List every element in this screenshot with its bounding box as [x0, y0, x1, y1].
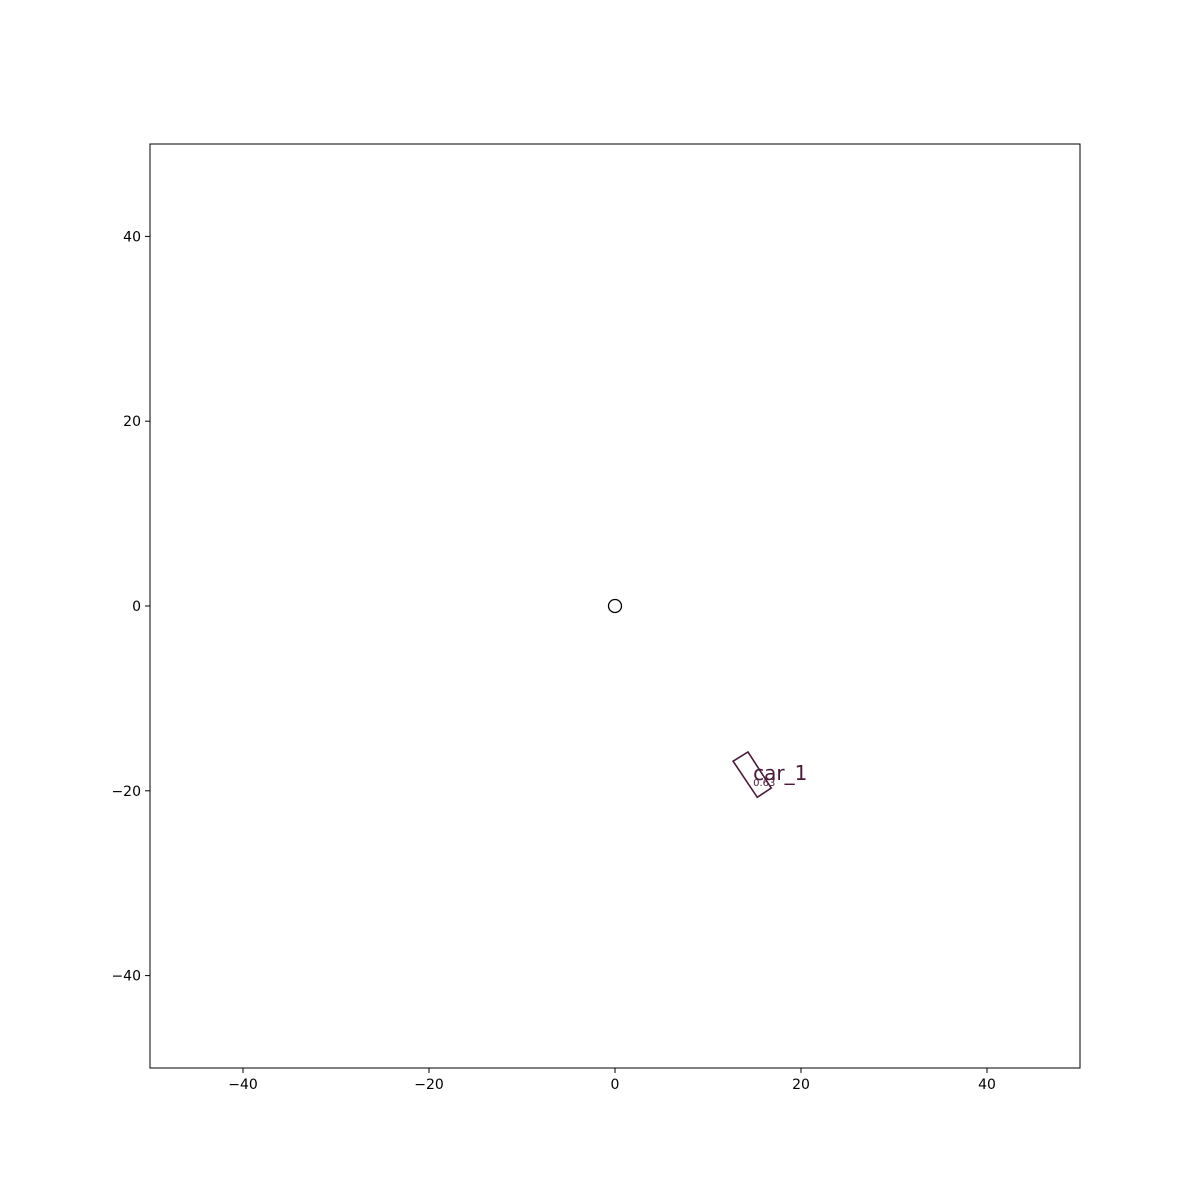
object-box — [731, 750, 773, 799]
object-label: car_1 — [753, 761, 807, 785]
y-axis: −40 20 0 −20 40 — [111, 229, 150, 985]
x-tick-label: −40 — [228, 1077, 258, 1093]
ego-marker — [607, 598, 623, 614]
object-score: 0.63 — [753, 778, 775, 789]
y-tick-label: −40 — [111, 969, 141, 985]
plot-frame — [149, 143, 1081, 1069]
y-tick-label: 20 — [123, 414, 141, 430]
x-tick-label: −20 — [414, 1077, 444, 1093]
y-tick-label: −20 — [111, 784, 141, 800]
y-tick-label: 0 — [132, 599, 141, 615]
x-tick-label: 20 — [792, 1077, 810, 1093]
plot-marks: car_10.63 — [607, 598, 807, 799]
x-axis: −40 −20 0 20 40 — [228, 1068, 996, 1093]
x-tick-label: 0 — [611, 1077, 620, 1093]
x-tick-label: 40 — [978, 1077, 996, 1093]
y-tick-label: 40 — [123, 229, 141, 245]
